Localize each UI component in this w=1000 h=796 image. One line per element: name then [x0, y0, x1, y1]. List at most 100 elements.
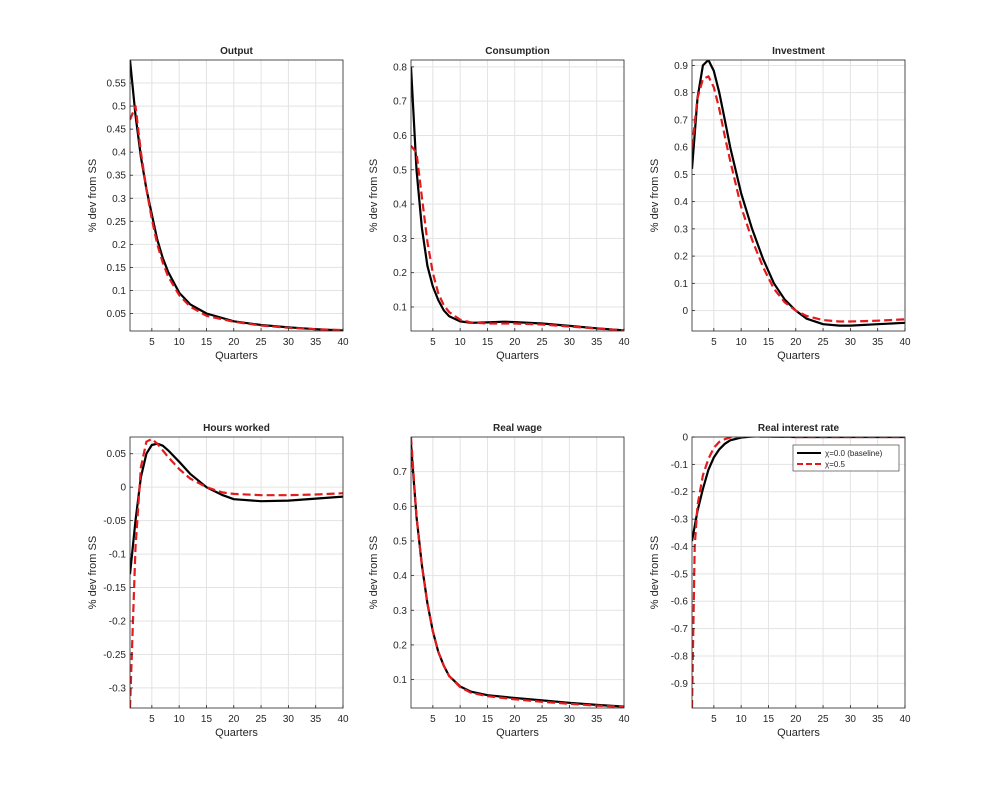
y-tick-label: 0.7 — [393, 467, 407, 478]
x-axis-label: Quarters — [777, 350, 820, 362]
axes-background — [130, 437, 343, 708]
y-tick-label: -0.4 — [671, 542, 689, 553]
subplot-title: Hours worked — [203, 423, 270, 434]
y-tick-label: 0.6 — [393, 502, 407, 513]
y-tick-label: -0.1 — [109, 550, 127, 561]
x-tick-label: 20 — [509, 714, 521, 725]
x-tick-label: 5 — [430, 714, 436, 725]
y-tick-label: 0.6 — [674, 143, 688, 154]
x-tick-label: 5 — [711, 337, 717, 348]
y-tick-label: 0.5 — [393, 536, 407, 547]
series-line-baseline — [692, 60, 905, 327]
series-line-chi-0-5 — [692, 437, 905, 708]
subplot-title: Output — [220, 46, 253, 57]
axes-box — [691, 59, 906, 332]
y-tick-label: 0 — [120, 483, 126, 494]
y-tick-label: 0 — [682, 306, 688, 317]
y-tick-label: 0.05 — [107, 449, 127, 460]
x-axis-label: Quarters — [496, 727, 539, 739]
y-tick-label: -0.15 — [103, 583, 126, 594]
axes-background — [692, 437, 905, 708]
x-tick-label: 30 — [845, 337, 857, 348]
y-tick-label: 0.1 — [393, 302, 407, 313]
x-tick-label: 30 — [564, 714, 576, 725]
x-axis-label: Quarters — [215, 350, 258, 362]
y-tick-label: 0.4 — [393, 571, 407, 582]
legend-label: χ=0.5 — [825, 460, 846, 469]
x-tick-label: 20 — [790, 337, 802, 348]
x-tick-label: 25 — [256, 337, 268, 348]
x-tick-label: 15 — [201, 337, 213, 348]
y-tick-label: 0.2 — [674, 252, 688, 263]
y-tick-label: 0.7 — [393, 97, 407, 108]
x-tick-label: 40 — [899, 337, 911, 348]
y-tick-label: 0.3 — [393, 606, 407, 617]
series-line-chi-0-5 — [411, 145, 624, 331]
y-axis-label: % dev from SS — [649, 159, 661, 232]
y-tick-label: 0.55 — [107, 79, 127, 90]
y-tick-label: 0.5 — [674, 170, 688, 181]
y-tick-label: 0.5 — [393, 165, 407, 176]
x-tick-label: 15 — [201, 714, 213, 725]
y-tick-label: 0.25 — [107, 217, 127, 228]
legend-box — [792, 444, 900, 472]
legend-label: χ=0.0 (baseline) — [825, 449, 883, 458]
y-tick-label: 0.15 — [107, 263, 127, 274]
y-tick-label: -0.3 — [671, 515, 689, 526]
axes-box — [410, 59, 625, 332]
subplot-title: Real wage — [493, 423, 542, 434]
y-tick-label: -0.05 — [103, 516, 126, 527]
x-tick-label: 40 — [618, 714, 630, 725]
x-tick-label: 30 — [283, 337, 295, 348]
axes-background — [130, 60, 343, 331]
subplot-title: Investment — [772, 46, 825, 57]
subplot-title: Consumption — [485, 46, 549, 57]
y-tick-label: 0.8 — [674, 88, 688, 99]
axes-box — [410, 436, 625, 709]
x-tick-label: 35 — [872, 714, 884, 725]
series-line-chi-0-5 — [411, 437, 624, 708]
subplot-1: 5 10 15 20 25 30 35 40 0.1 0.2 0.3 0.4 0.5 0.6 0.7 0.8 C… — [368, 46, 630, 362]
y-axis-label: % dev from SS — [368, 159, 380, 232]
x-tick-label: 5 — [149, 714, 155, 725]
y-tick-label: 0.3 — [674, 224, 688, 235]
y-tick-label: 0.1 — [393, 675, 407, 686]
x-tick-label: 5 — [430, 337, 436, 348]
y-tick-label: 0.1 — [112, 286, 126, 297]
x-tick-label: 40 — [618, 337, 630, 348]
x-tick-label: 20 — [228, 714, 240, 725]
y-tick-label: -0.1 — [671, 460, 689, 471]
series-line-baseline — [130, 442, 343, 575]
y-tick-label: 0.6 — [393, 131, 407, 142]
x-tick-label: 15 — [763, 714, 775, 725]
y-tick-label: -0.2 — [109, 617, 127, 628]
x-tick-label: 5 — [149, 337, 155, 348]
y-tick-label: 0.8 — [393, 62, 407, 73]
y-tick-label: 0 — [682, 433, 688, 444]
axes-box — [691, 436, 906, 709]
y-tick-label: 0.2 — [393, 268, 407, 279]
y-axis-label: % dev from SS — [87, 536, 99, 609]
x-tick-label: 10 — [455, 714, 467, 725]
subplot-4: 5 10 15 20 25 30 35 40 0.1 0.2 0.3 0.4 0.5 0.6 0.7 Real… — [368, 423, 630, 739]
y-tick-label: 0.7 — [674, 115, 688, 126]
axes-box — [129, 59, 344, 332]
x-tick-label: 10 — [174, 337, 186, 348]
series-line-chi-0-5 — [130, 105, 343, 331]
y-tick-label: -0.7 — [671, 624, 689, 635]
x-tick-label: 25 — [537, 714, 549, 725]
x-tick-label: 5 — [711, 714, 717, 725]
subplot-title: Real interest rate — [758, 423, 840, 434]
y-tick-label: 0.2 — [112, 240, 126, 251]
x-axis-label: Quarters — [496, 350, 539, 362]
y-tick-label: 0.05 — [107, 309, 127, 320]
y-tick-label: 0.3 — [112, 194, 126, 205]
legend: χ=0.0 (baseline) χ=0.5 — [792, 444, 900, 472]
axes-background — [692, 60, 905, 331]
y-tick-label: 0.1 — [674, 279, 688, 290]
axes-background — [411, 437, 624, 708]
x-tick-label: 25 — [256, 714, 268, 725]
x-tick-label: 10 — [736, 337, 748, 348]
x-tick-label: 35 — [310, 337, 322, 348]
y-axis-label: % dev from SS — [649, 536, 661, 609]
